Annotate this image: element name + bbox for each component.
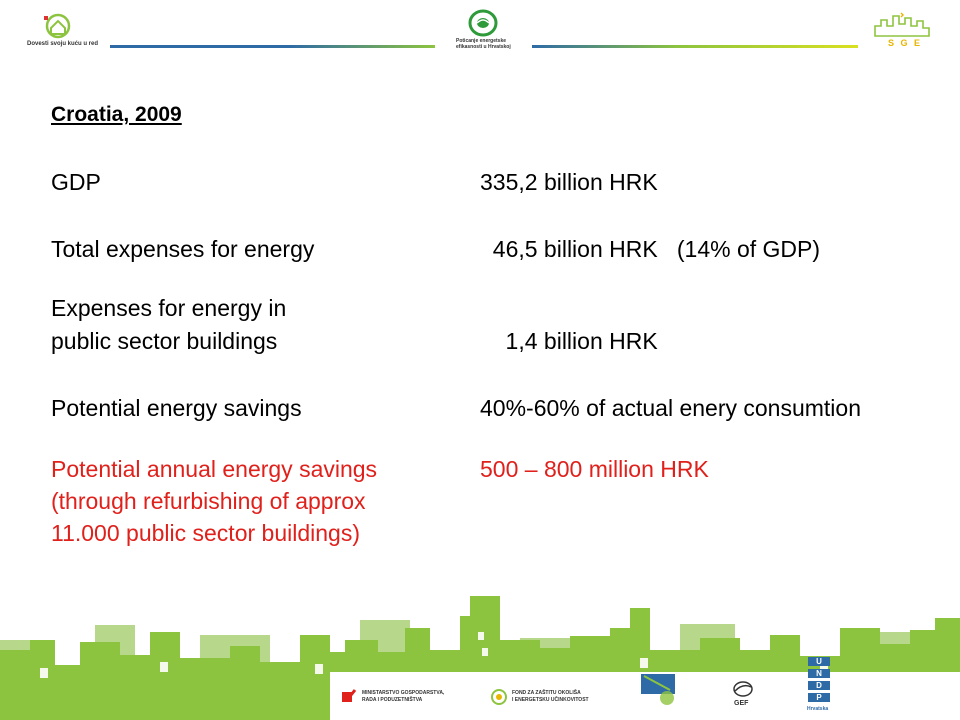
undp-letter-n: N [808, 669, 830, 678]
green-skyline-footer [0, 596, 960, 720]
gef-logo-icon [733, 681, 753, 697]
environmental-fund-logo-icon [491, 689, 507, 705]
potential-savings-value: 40%-60% of actual enery consumtion [480, 395, 861, 421]
gdp-label: GDP [51, 169, 101, 195]
page-title: Croatia, 2009 [51, 103, 182, 126]
annual-savings-label-1: Potential annual energy savings [51, 456, 378, 482]
annual-savings-label-2: (through refurbishing of approx [51, 488, 366, 514]
header-line-left [110, 45, 435, 48]
ministry-text-2: RADA I PODUZETNIŠTVA [362, 697, 423, 703]
ministry-text-1: MINISTARSTVO GOSPODARSTVA, [362, 690, 445, 696]
center-logo-text-1: Poticanje energetske [456, 38, 507, 44]
total-energy-value: 46,5 billion HRK (14% of GDP) [480, 236, 821, 262]
center-logo-text-2: efikasnosti u Hrvatskoj [456, 44, 511, 50]
undp-letter-d: D [808, 681, 830, 690]
environmental-fund-text-2: I ENERGETSKU UČINKOVITOST [512, 697, 589, 703]
public-sector-label-1: Expenses for energy in [51, 295, 287, 321]
undp-letter-p: P [808, 693, 830, 702]
undp-logo: U N D P [808, 657, 830, 703]
public-sector-label-2: public sector buildings [51, 328, 278, 354]
potential-savings-label: Potential energy savings [51, 395, 302, 421]
gef-text: GEF [734, 700, 749, 707]
undp-subtext: Hrvatska [807, 706, 829, 712]
sge-skyline-logo-icon [874, 12, 930, 37]
total-energy-label: Total expenses for energy [51, 236, 315, 262]
header-line-right [532, 45, 858, 48]
left-logo-text: Dovesti svoju kuću u red [27, 41, 99, 47]
right-logo-text: S G E [888, 38, 923, 48]
eu-flag-logo-icon [641, 674, 675, 705]
energy-efficiency-logo-icon [468, 9, 498, 37]
gdp-value: 335,2 billion HRK [480, 169, 658, 195]
annual-savings-label-3: 11.000 public sector buildings) [51, 520, 360, 546]
environmental-fund-text-1: FOND ZA ZAŠTITU OKOLIŠA [512, 690, 581, 696]
annual-savings-value: 500 – 800 million HRK [480, 456, 709, 482]
undp-letter-u: U [808, 657, 830, 666]
house-logo-icon [44, 13, 71, 39]
ministry-logo-icon [342, 689, 357, 702]
public-sector-value: 1,4 billion HRK [480, 328, 658, 354]
